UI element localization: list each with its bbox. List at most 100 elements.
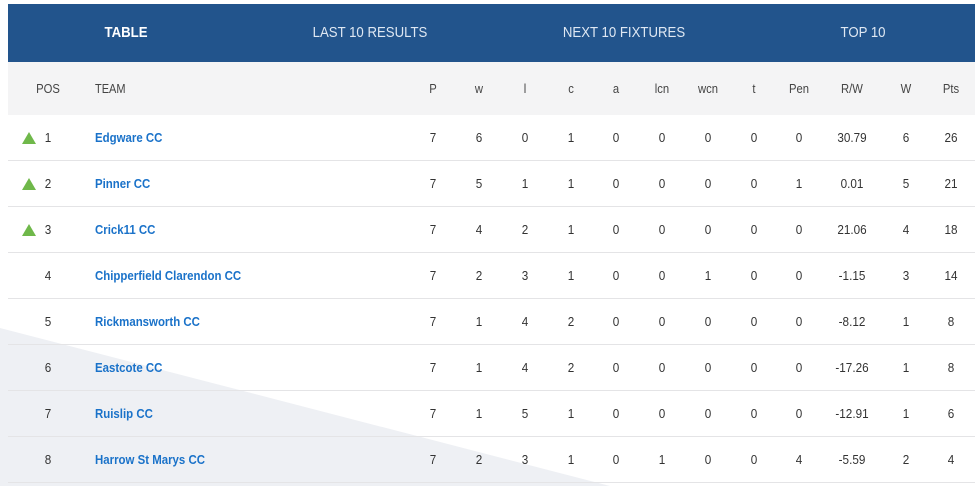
cell-pos: 2	[44, 176, 52, 191]
cell-pts: 21	[944, 176, 958, 191]
cell-lcn: 0	[658, 176, 666, 191]
cell-w: 4	[475, 222, 483, 237]
up-arrow-icon	[22, 178, 36, 190]
team-link[interactable]: Crick11 CC	[95, 222, 156, 237]
cell-w: 1	[902, 406, 910, 421]
team-link[interactable]: Ruislip CC	[95, 406, 153, 421]
column-header-pos[interactable]: POS	[36, 81, 60, 96]
cell-c: 2	[567, 314, 575, 329]
cell-w: 2	[475, 452, 483, 467]
column-header-a[interactable]: a	[612, 81, 620, 96]
cell-r-w: -12.91	[835, 406, 869, 421]
cell-t: 0	[750, 314, 758, 329]
cell-a: 0	[612, 176, 620, 191]
column-header-wcn[interactable]: wcn	[697, 81, 719, 96]
cell-a: 0	[612, 406, 620, 421]
cell-lcn: 0	[658, 314, 666, 329]
cell-p: 7	[429, 314, 437, 329]
cell-w: 2	[475, 268, 483, 283]
cell-l: 0	[521, 130, 529, 145]
table-row: 6 Eastcote CC 7 1 4 2 0 0 0 0 0 -17.26 1 8	[8, 345, 975, 391]
cell-t: 0	[750, 222, 758, 237]
cell-lcn: 0	[658, 130, 666, 145]
cell-wcn: 0	[704, 452, 712, 467]
cell-pts: 6	[947, 406, 955, 421]
cell-r-w: -5.59	[838, 452, 866, 467]
cell-w: 5	[475, 176, 483, 191]
cell-r-w: 0.01	[840, 176, 864, 191]
cell-a: 0	[612, 268, 620, 283]
cell-r-w: 21.06	[837, 222, 867, 237]
cell-t: 0	[750, 268, 758, 283]
cell-c: 1	[567, 222, 575, 237]
cell-p: 7	[429, 406, 437, 421]
column-header-c[interactable]: c	[568, 81, 574, 96]
team-link[interactable]: Chipperfield Clarendon CC	[95, 268, 242, 283]
team-link[interactable]: Edgware CC	[95, 130, 163, 145]
cell-wcn: 0	[704, 406, 712, 421]
cell-wcn: 0	[704, 130, 712, 145]
table-row: 5 Rickmansworth CC 7 1 4 2 0 0 0 0 0 -8.12 1 8	[8, 299, 975, 345]
cell-r-w: -8.12	[838, 314, 866, 329]
cell-wcn: 1	[704, 268, 712, 283]
cell-w: 1	[475, 314, 483, 329]
tab-top-10[interactable]: TOP 10	[840, 24, 886, 41]
cell-w: 1	[475, 406, 483, 421]
cell-l: 2	[521, 222, 529, 237]
cell-pen: 1	[795, 176, 803, 191]
column-header-team[interactable]: TEAM	[95, 81, 126, 96]
cell-c: 1	[567, 176, 575, 191]
column-header-t[interactable]: t	[752, 81, 756, 96]
column-header-pts[interactable]: Pts	[942, 81, 960, 96]
column-header-r-w[interactable]: R/W	[841, 81, 863, 96]
cell-lcn: 1	[658, 452, 666, 467]
cell-t: 0	[750, 130, 758, 145]
cell-t: 0	[750, 360, 758, 375]
cell-r-w: 30.79	[837, 130, 867, 145]
cell-l: 3	[521, 268, 529, 283]
column-header-lcn[interactable]: lcn	[654, 81, 670, 96]
cell-pts: 26	[944, 130, 958, 145]
cell-pts: 18	[944, 222, 958, 237]
column-header-w[interactable]: w	[474, 81, 484, 96]
cell-p: 7	[429, 452, 437, 467]
table-row: 2 Pinner CC 7 5 1 1 0 0 0 0 1 0.01 5 21	[8, 161, 975, 207]
cell-a: 0	[612, 314, 620, 329]
cell-a: 0	[612, 360, 620, 375]
tab-table[interactable]: TABLE	[104, 24, 148, 41]
cell-pts: 8	[947, 360, 955, 375]
table-row: 1 Edgware CC 7 6 0 1 0 0 0 0 0 30.79 6 26	[8, 115, 975, 161]
league-table: TABLE LAST 10 RESULTS NEXT 10 FIXTURES TOP …	[8, 4, 975, 483]
cell-p: 7	[429, 130, 437, 145]
cell-p: 7	[429, 222, 437, 237]
cell-w: 5	[902, 176, 910, 191]
cell-lcn: 0	[658, 406, 666, 421]
cell-c: 1	[567, 130, 575, 145]
column-header-w[interactable]: W	[900, 81, 912, 96]
cell-r-w: -1.15	[838, 268, 866, 283]
cell-c: 1	[567, 406, 575, 421]
cell-pos: 4	[44, 268, 52, 283]
column-header-pen[interactable]: Pen	[788, 81, 810, 96]
column-header-l[interactable]: l	[523, 81, 527, 96]
cell-pen: 0	[795, 314, 803, 329]
column-header-p[interactable]: P	[429, 81, 437, 96]
team-link[interactable]: Pinner CC	[95, 176, 151, 191]
cell-w: 6	[902, 130, 910, 145]
table-row: 3 Crick11 CC 7 4 2 1 0 0 0 0 0 21.06 4 18	[8, 207, 975, 253]
cell-pos: 1	[44, 130, 52, 145]
cell-pen: 0	[795, 130, 803, 145]
tab-last-10-results[interactable]: LAST 10 RESULTS	[312, 24, 428, 41]
cell-wcn: 0	[704, 176, 712, 191]
team-link[interactable]: Rickmansworth CC	[95, 314, 200, 329]
table-row: 7 Ruislip CC 7 1 5 1 0 0 0 0 0 -12.91 1 6	[8, 391, 975, 437]
cell-w: 2	[902, 452, 910, 467]
cell-lcn: 0	[658, 360, 666, 375]
cell-pen: 4	[795, 452, 803, 467]
cell-a: 0	[612, 452, 620, 467]
tab-next-10-fixtures[interactable]: NEXT 10 FIXTURES	[562, 24, 686, 41]
team-link[interactable]: Eastcote CC	[95, 360, 163, 375]
cell-l: 4	[521, 314, 529, 329]
team-link[interactable]: Harrow St Marys CC	[95, 452, 205, 467]
